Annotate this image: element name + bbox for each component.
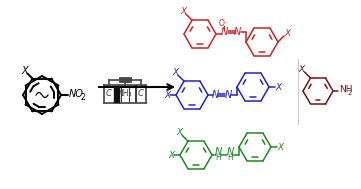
- Text: H: H: [227, 153, 233, 163]
- Text: X: X: [168, 150, 174, 160]
- Text: X: X: [164, 91, 170, 99]
- Text: NO: NO: [69, 89, 84, 99]
- Text: NH: NH: [339, 84, 352, 94]
- Text: C: C: [138, 90, 144, 98]
- Text: X: X: [180, 7, 186, 16]
- Text: C: C: [106, 90, 112, 98]
- Text: X: X: [176, 128, 182, 137]
- Text: O⁻: O⁻: [219, 19, 229, 29]
- Text: N: N: [220, 27, 228, 37]
- Text: N: N: [212, 90, 219, 100]
- Text: X: X: [277, 143, 283, 152]
- Text: N: N: [214, 147, 222, 157]
- Text: X: X: [21, 66, 28, 76]
- Text: NH₃: NH₃: [118, 90, 132, 98]
- Text: X: X: [172, 68, 178, 77]
- Text: 2: 2: [348, 90, 352, 96]
- Bar: [114, 86, 119, 102]
- Text: N: N: [225, 90, 232, 100]
- Text: N: N: [226, 147, 234, 157]
- Text: H: H: [215, 153, 221, 163]
- Text: 2: 2: [81, 92, 85, 101]
- Text: N: N: [233, 27, 241, 37]
- Text: X: X: [275, 83, 281, 91]
- Text: X: X: [299, 64, 305, 74]
- Text: X: X: [284, 29, 290, 37]
